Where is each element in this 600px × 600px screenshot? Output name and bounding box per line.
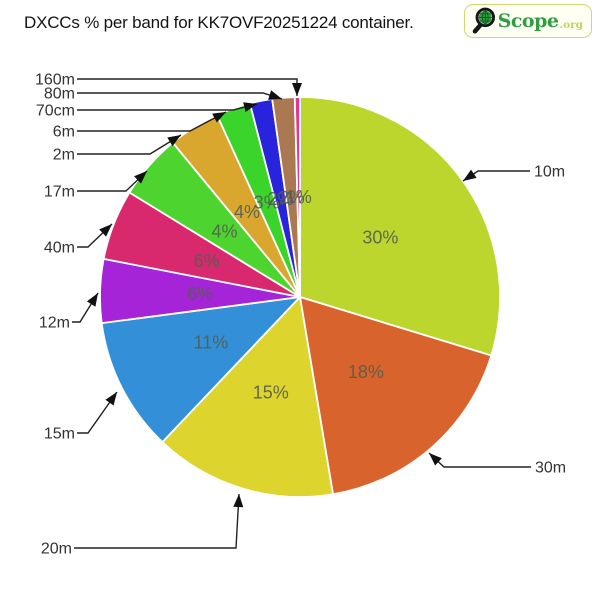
leader-arrowhead-40m	[99, 224, 112, 237]
band-label-2m: 2m	[53, 147, 75, 164]
leader-arrowhead-17m	[134, 171, 147, 184]
percent-label-30m: 18%	[348, 362, 384, 382]
percent-label-20m: 15%	[253, 383, 289, 403]
percent-label-2m: 4%	[234, 202, 260, 222]
band-label-20m: 20m	[41, 541, 72, 558]
leader-arrowhead-160m	[292, 83, 302, 96]
band-label-15m: 15m	[44, 426, 75, 443]
percent-label-15m: 11%	[194, 332, 229, 352]
percent-label-10m: 30%	[362, 228, 398, 248]
leader-line-6m	[77, 111, 227, 132]
pie-slice-15m	[100, 296, 301, 443]
percent-label-6m: 3%	[254, 193, 280, 213]
band-label-70cm: 70cm	[36, 103, 75, 120]
pie-slice-30m	[299, 296, 493, 496]
band-label-40m: 40m	[44, 240, 75, 257]
leader-arrowhead-6m	[212, 112, 226, 123]
band-label-160m: 160m	[35, 72, 75, 89]
leader-arrowhead-70cm	[243, 102, 257, 112]
leader-arrowhead-12m	[86, 293, 98, 307]
percent-label-12m: 6%	[187, 284, 213, 304]
pie-slice-160m	[293, 96, 301, 298]
leader-arrowhead-2m	[167, 135, 181, 147]
leader-arrowhead-15m	[105, 392, 117, 406]
leader-line-15m	[77, 391, 118, 434]
qscope-logo: Scope .org	[463, 4, 592, 38]
leader-arrowhead-20m	[233, 494, 244, 508]
leader-line-80m	[77, 92, 283, 100]
leader-arrowhead-30m	[429, 453, 442, 466]
band-label-12m: 12m	[39, 315, 70, 332]
chart-title: DXCCs % per band for KK7OVF20251224 cont…	[24, 13, 414, 32]
band-label-6m: 6m	[53, 124, 75, 141]
percent-label-70cm: 2%	[267, 189, 293, 209]
band-label-30m: 30m	[535, 460, 566, 477]
percent-label-80m: 2%	[279, 187, 305, 207]
pie-slice-20m	[161, 296, 334, 498]
band-label-10m: 10m	[534, 164, 565, 181]
leader-arrowhead-80m	[268, 90, 282, 100]
percent-label-17m: 4%	[211, 221, 237, 241]
percent-label-160m: 1%	[286, 187, 312, 207]
band-label-80m: 80m	[44, 86, 75, 103]
pie-slice-10m	[299, 96, 501, 357]
leader-line-20m	[74, 493, 240, 549]
magnifier-globe-icon	[472, 7, 495, 34]
percent-label-40m: 6%	[194, 251, 220, 271]
logo-brand-text: Scope	[497, 9, 559, 32]
band-label-17m: 17m	[44, 184, 75, 201]
leader-arrowhead-10m	[463, 169, 477, 181]
leader-line-30m	[428, 452, 531, 468]
logo-tld-text: .org	[559, 18, 583, 31]
